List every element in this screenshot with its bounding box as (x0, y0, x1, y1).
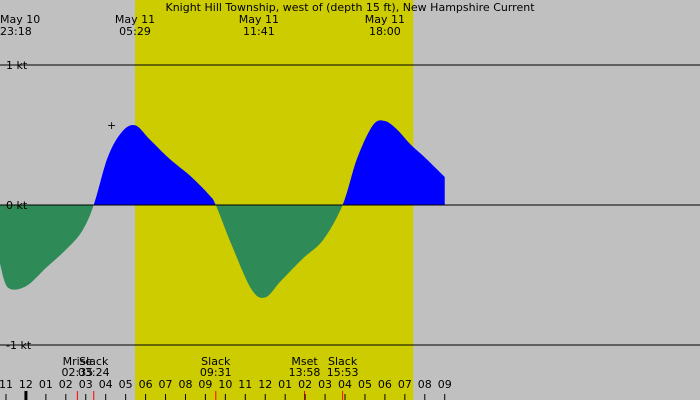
gridlines (0, 64, 700, 346)
hour-tick-label: 10 (218, 378, 232, 391)
hour-tick-label: 04 (338, 378, 352, 391)
ebb-area (0, 205, 445, 298)
top-time-label: 23:18 (0, 25, 32, 38)
top-date-label: May 10 (0, 13, 40, 26)
event-name: Mset (291, 355, 318, 368)
max-flood-marker: + (107, 119, 116, 132)
y-axis-labels: 1 kt 0 kt -1 kt (6, 59, 32, 352)
hour-tick-label: 05 (358, 378, 372, 391)
event-time: 15:53 (327, 366, 359, 379)
top-date-label: May 11 (239, 13, 279, 26)
hour-tick-label: 09 (198, 378, 212, 391)
hour-tick-label: 01 (278, 378, 292, 391)
event-time: 13:58 (289, 366, 321, 379)
hour-tick-label: 09 (438, 378, 452, 391)
event-labels: Mrise02:35Slack03:24Slack09:31Mset13:58S… (62, 355, 359, 400)
hour-ticks: 11 12 01 02 03 04 05 06 07 08 09 10 11 12 01 02 03 04 05 06… (0, 378, 452, 400)
hour-tick-label: 12 (258, 378, 272, 391)
current-areas (0, 120, 445, 298)
event-name: Slack (328, 355, 358, 368)
top-date-label: May 11 (115, 13, 155, 26)
event-time: 03:24 (78, 366, 110, 379)
top-time-label: 05:29 (119, 25, 151, 38)
hour-tick-label: 07 (159, 378, 173, 391)
flood-area (0, 120, 445, 205)
top-date-label: May 11 (365, 13, 405, 26)
event-name: Slack (79, 355, 109, 368)
hour-tick-label: 02 (298, 378, 312, 391)
top-time-label: 11:41 (243, 25, 275, 38)
event-time: 09:31 (200, 366, 232, 379)
hour-tick-label: 06 (139, 378, 153, 391)
hour-tick-label: 08 (418, 378, 432, 391)
hour-tick-label: 11 (0, 378, 13, 391)
hour-tick-label: 12 (19, 378, 33, 391)
event-time: 02:35 (62, 366, 94, 379)
chart-title: Knight Hill Township, west of (depth 15 … (165, 1, 535, 14)
y-tick-label: -1 kt (6, 339, 32, 352)
event-name: Mrise (63, 355, 93, 368)
top-time-label: 18:00 (369, 25, 401, 38)
hour-tick-label: 11 (238, 378, 252, 391)
event-name: Slack (201, 355, 231, 368)
hour-tick-label: 08 (178, 378, 192, 391)
y-tick-label: 0 kt (6, 199, 28, 212)
hour-tick-label: 04 (99, 378, 113, 391)
hour-tick-label: 06 (378, 378, 392, 391)
hour-tick-label: 01 (39, 378, 53, 391)
hour-tick-label: 03 (318, 378, 332, 391)
hour-tick-label: 03 (79, 378, 93, 391)
hour-tick-label: 07 (398, 378, 412, 391)
y-tick-label: 1 kt (6, 59, 28, 72)
hour-tick-label: 02 (59, 378, 73, 391)
hour-tick-label: 05 (119, 378, 133, 391)
